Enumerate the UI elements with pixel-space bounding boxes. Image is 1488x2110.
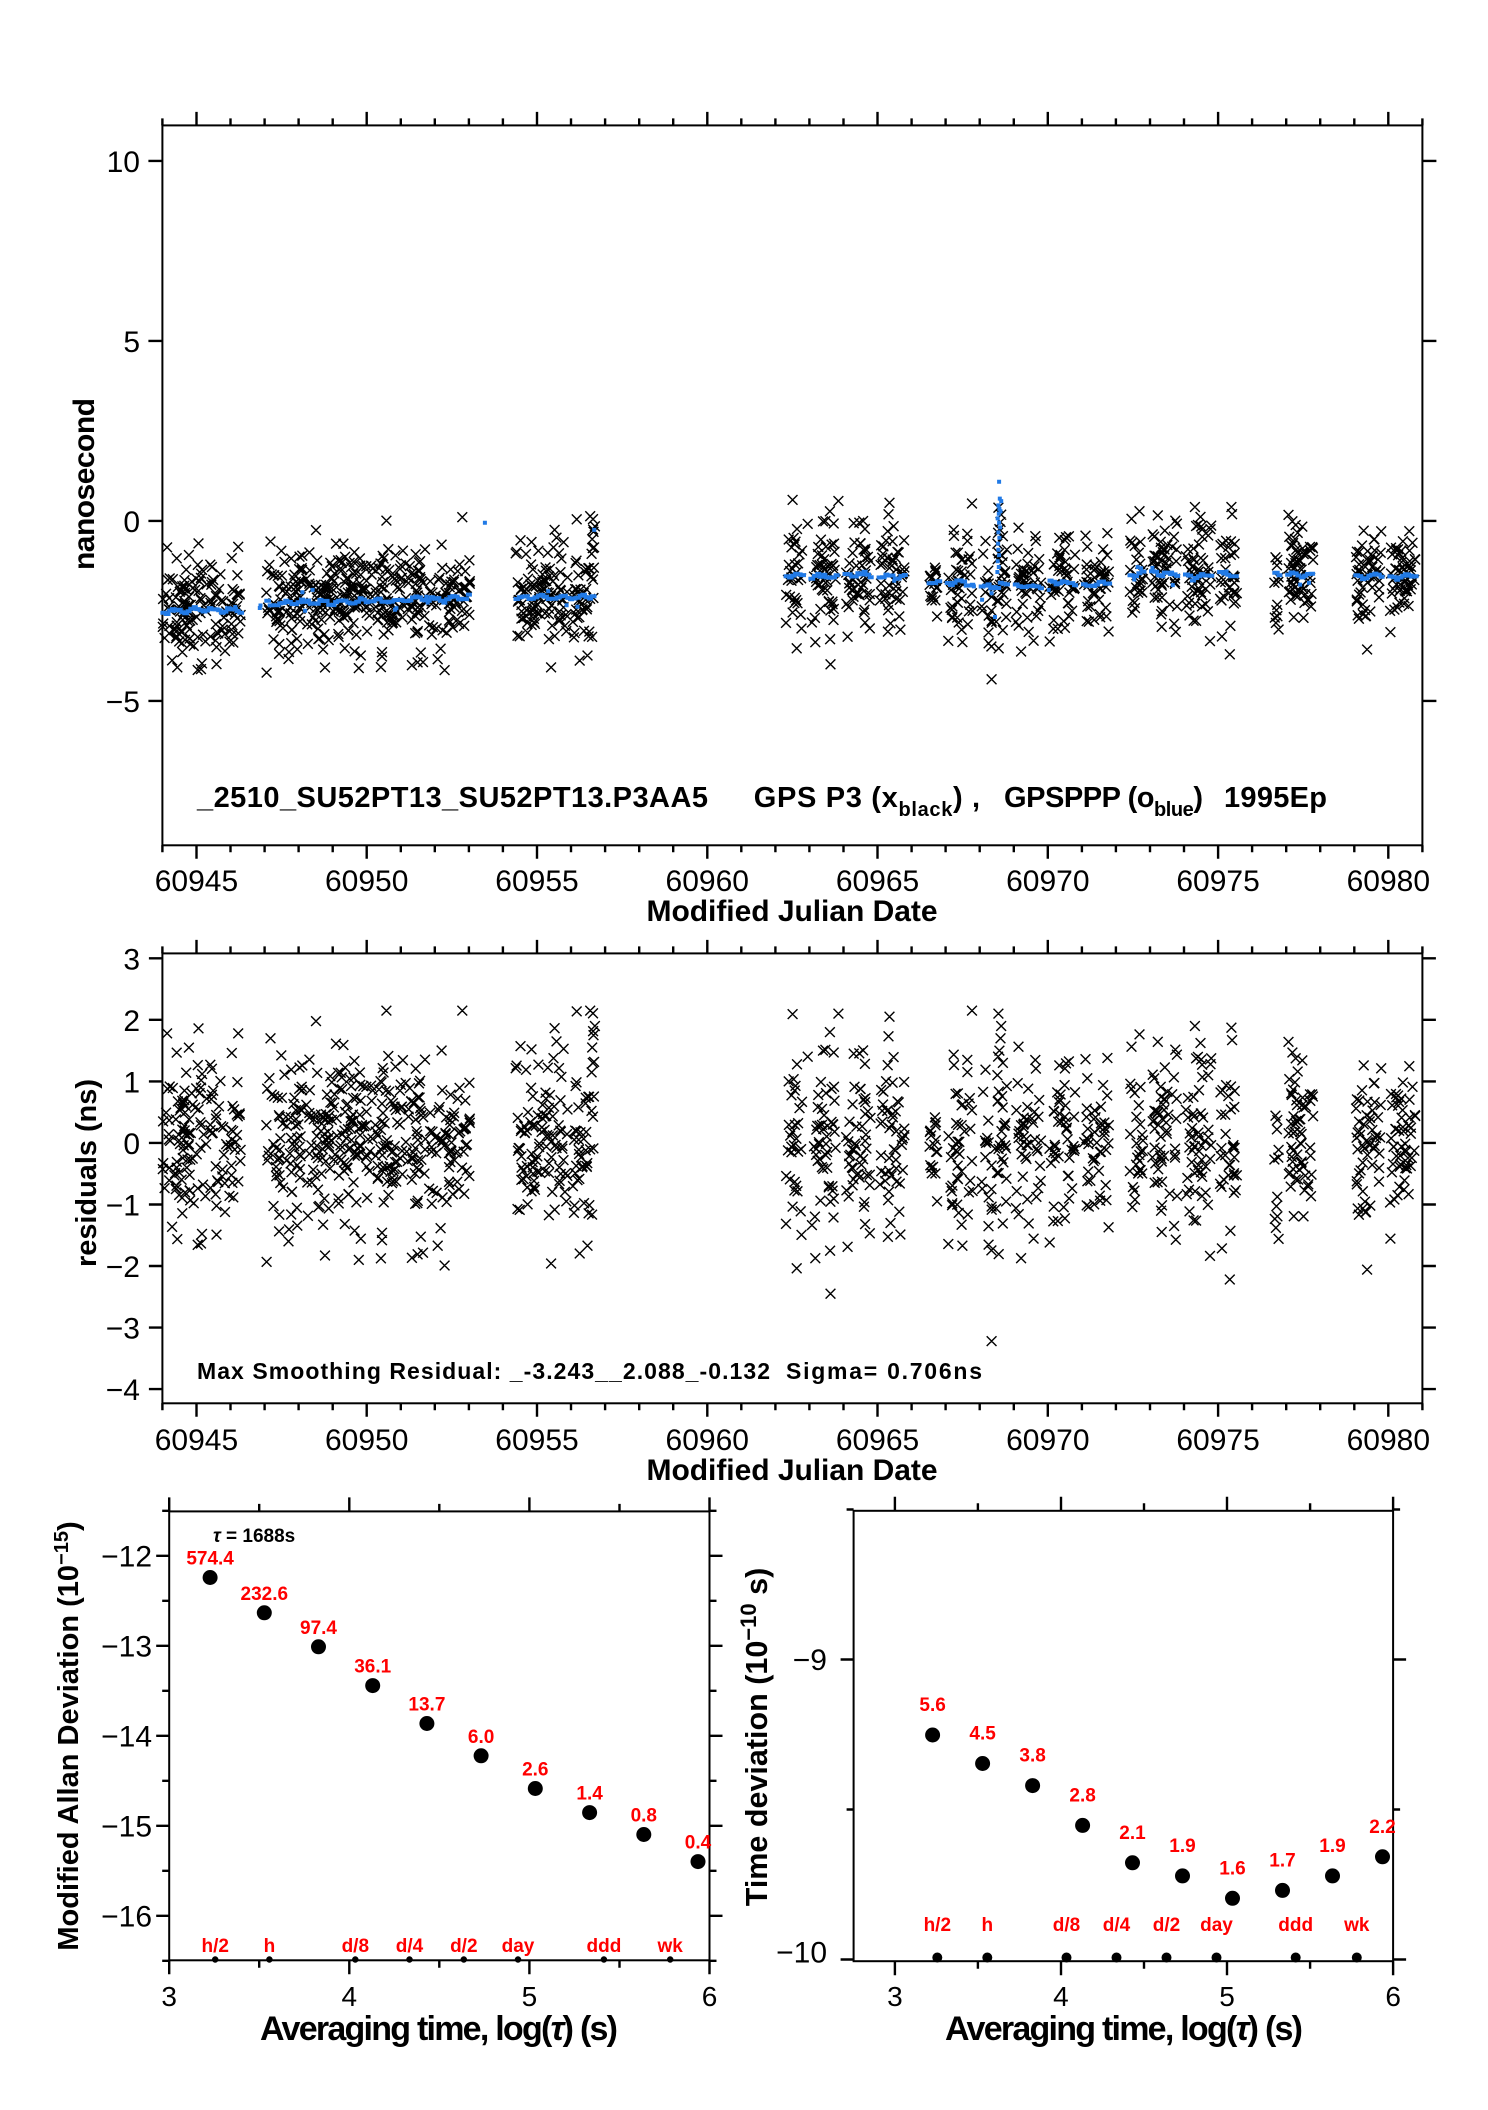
- svg-text:−16: −16: [101, 1900, 152, 1933]
- svg-text:Modified Julian Date: Modified Julian Date: [647, 895, 938, 928]
- svg-text:232.6: 232.6: [241, 1584, 289, 1605]
- svg-text:3.8: 3.8: [1019, 1746, 1045, 1767]
- svg-text:−14: −14: [101, 1720, 152, 1753]
- svg-text:Averaging time, log(τ) (s): Averaging time, log(τ) (s): [945, 2010, 1303, 2048]
- svg-text:1: 1: [123, 1066, 140, 1099]
- svg-text:60950: 60950: [325, 1424, 408, 1457]
- svg-text:60975: 60975: [1176, 1424, 1259, 1457]
- svg-text:2.8: 2.8: [1069, 1785, 1095, 1806]
- svg-text:1.7: 1.7: [1269, 1850, 1295, 1871]
- svg-text:60950: 60950: [325, 865, 408, 898]
- svg-text:1.4: 1.4: [576, 1784, 603, 1805]
- svg-text:τ = 1688s: τ = 1688s: [213, 1526, 295, 1547]
- svg-text:−4: −4: [106, 1374, 140, 1407]
- svg-text:0.8: 0.8: [631, 1806, 657, 1827]
- svg-text:Time deviation (10−10 s): Time deviation (10−10 s): [736, 1568, 774, 1906]
- svg-text:h/2: h/2: [924, 1915, 951, 1936]
- svg-text:3: 3: [887, 1981, 903, 2012]
- svg-text:3: 3: [123, 943, 140, 976]
- svg-text:5: 5: [123, 326, 140, 359]
- svg-text:5.6: 5.6: [919, 1695, 945, 1716]
- svg-text:574.4: 574.4: [186, 1549, 234, 1570]
- svg-text:−15: −15: [101, 1810, 152, 1843]
- svg-text:−1: −1: [106, 1189, 140, 1222]
- svg-text:residuals (ns): residuals (ns): [71, 1079, 103, 1267]
- svg-text:Sigma= 0.706ns: Sigma= 0.706ns: [786, 1358, 982, 1384]
- svg-text:d/4: d/4: [396, 1936, 424, 1957]
- svg-text:wk: wk: [1343, 1915, 1370, 1936]
- svg-text:13.7: 13.7: [408, 1695, 445, 1716]
- svg-text:60980: 60980: [1347, 1424, 1430, 1457]
- svg-text:60955: 60955: [495, 865, 578, 898]
- svg-text:h: h: [981, 1915, 993, 1936]
- svg-text:60970: 60970: [1006, 1424, 1089, 1457]
- svg-text:10: 10: [107, 146, 140, 179]
- svg-text:day: day: [502, 1936, 535, 1957]
- svg-text:2: 2: [123, 1005, 140, 1038]
- svg-text:2.2: 2.2: [1369, 1817, 1395, 1838]
- svg-text:1.9: 1.9: [1169, 1836, 1195, 1857]
- svg-text:−2: −2: [106, 1251, 140, 1284]
- svg-text:0.4: 0.4: [685, 1833, 712, 1854]
- svg-text:d/8: d/8: [342, 1936, 369, 1957]
- svg-text:6: 6: [1385, 1981, 1401, 2012]
- svg-text:h/2: h/2: [201, 1936, 228, 1957]
- svg-text:,: ,: [972, 782, 980, 814]
- svg-text:−12: −12: [101, 1540, 152, 1573]
- svg-text:d/4: d/4: [1103, 1915, 1131, 1936]
- svg-text:4: 4: [342, 1981, 358, 2012]
- svg-text:5: 5: [1219, 1981, 1235, 2012]
- svg-text:1.9: 1.9: [1319, 1836, 1345, 1857]
- svg-text:Modified Julian Date: Modified Julian Date: [647, 1454, 938, 1487]
- svg-text:ddd: ddd: [1278, 1915, 1313, 1936]
- svg-text:60960: 60960: [666, 1424, 749, 1457]
- svg-text:3: 3: [161, 1981, 177, 2012]
- svg-text:4.5: 4.5: [969, 1724, 996, 1745]
- svg-text:Max Smoothing Residual: _-3.24: Max Smoothing Residual: _-3.243__2.088_-…: [197, 1358, 770, 1384]
- svg-text:60945: 60945: [155, 1424, 238, 1457]
- svg-text:−3: −3: [106, 1313, 140, 1346]
- svg-text:60955: 60955: [495, 1424, 578, 1457]
- svg-text:−13: −13: [101, 1630, 152, 1663]
- svg-text:d/2: d/2: [450, 1936, 477, 1957]
- svg-text:60970: 60970: [1006, 865, 1089, 898]
- svg-text:_2510_SU52PT13_SU52PT13.P3AA5: _2510_SU52PT13_SU52PT13.P3AA5: [196, 782, 708, 814]
- svg-text:ddd: ddd: [586, 1936, 621, 1957]
- svg-text:4: 4: [1053, 1981, 1069, 2012]
- svg-text:2.1: 2.1: [1119, 1823, 1146, 1844]
- svg-text:h: h: [264, 1936, 276, 1957]
- svg-text:2.6: 2.6: [522, 1760, 548, 1781]
- svg-text:60960: 60960: [666, 865, 749, 898]
- svg-text:36.1: 36.1: [354, 1657, 391, 1678]
- svg-text:6.0: 6.0: [468, 1727, 494, 1748]
- svg-text:5: 5: [522, 1981, 538, 2012]
- svg-text:Modified Allan Deviation (10−1: Modified Allan Deviation (10−15): [51, 1521, 85, 1950]
- svg-text:0: 0: [123, 1128, 140, 1161]
- svg-text:nanosecond: nanosecond: [68, 398, 101, 570]
- svg-text:97.4: 97.4: [300, 1618, 337, 1639]
- svg-text:1.6: 1.6: [1219, 1858, 1245, 1879]
- svg-text:6: 6: [702, 1981, 718, 2012]
- svg-text:60945: 60945: [155, 865, 238, 898]
- svg-text:day: day: [1200, 1915, 1233, 1936]
- svg-text:0: 0: [123, 506, 140, 539]
- svg-text:60980: 60980: [1347, 865, 1430, 898]
- svg-text:d/8: d/8: [1053, 1915, 1080, 1936]
- svg-text:60965: 60965: [836, 1424, 919, 1457]
- svg-text:d/2: d/2: [1153, 1915, 1180, 1936]
- svg-text:wk: wk: [657, 1936, 684, 1957]
- svg-text:−5: −5: [106, 686, 140, 719]
- svg-text:1995Ep: 1995Ep: [1224, 782, 1327, 814]
- svg-text:Averaging time, log(τ) (s): Averaging time, log(τ) (s): [260, 2010, 618, 2048]
- svg-text:60965: 60965: [836, 865, 919, 898]
- svg-text:−9: −9: [793, 1644, 827, 1677]
- svg-text:−10: −10: [776, 1937, 827, 1970]
- svg-text:60975: 60975: [1176, 865, 1259, 898]
